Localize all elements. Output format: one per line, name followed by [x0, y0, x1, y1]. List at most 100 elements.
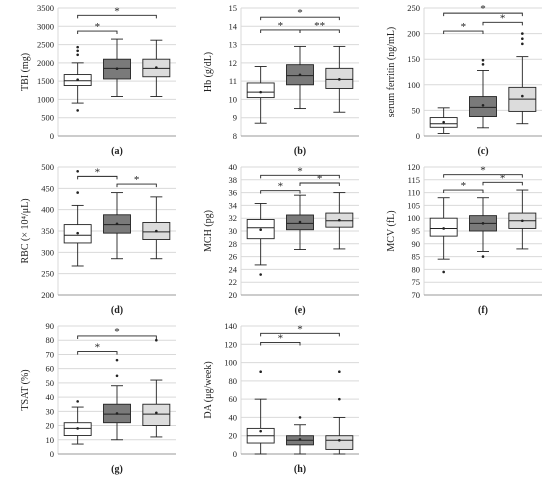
significance-label: *: [95, 166, 101, 178]
y-axis-label: TBI (mg): [20, 53, 31, 91]
box-plot: [429, 107, 458, 134]
mean-marker: [298, 220, 302, 224]
y-tick-label: 1000: [37, 94, 54, 104]
y-tick-label: 10: [46, 435, 55, 445]
bracket-line: [482, 181, 523, 186]
box-plot: [103, 38, 131, 97]
y-tick-label: 30: [46, 406, 55, 416]
box-plot: [286, 194, 314, 251]
bracket-line: [260, 332, 340, 337]
significance-bracket: *: [260, 7, 340, 21]
box-plot: [142, 196, 171, 260]
outlier-point: [481, 58, 485, 62]
significance-bracket: *: [260, 323, 340, 337]
y-axis-label: MCV (fL): [386, 210, 397, 251]
y-tick-label: 90: [412, 239, 421, 249]
y-tick-label: 200: [407, 29, 420, 39]
y-tick-label: 250: [41, 269, 54, 279]
significance-label: *: [134, 174, 140, 186]
chart-panel: 8 9 10 11 12 13 14 15 Hb (g/dL) * ** * (b): [183, 0, 366, 159]
significance-label: *: [278, 20, 284, 32]
bracket-line: [299, 29, 340, 33]
y-tick-label: 90: [46, 321, 55, 331]
y-tick-label: 75: [412, 277, 421, 287]
significance-label: *: [114, 326, 120, 338]
bracket-line: [260, 174, 340, 179]
y-tick-label: 60: [229, 394, 238, 404]
box-plot: [325, 45, 354, 113]
significance-bracket: *: [482, 12, 523, 26]
box-plot: [325, 370, 354, 455]
bracket-line: [260, 342, 301, 346]
significance-bracket: *: [482, 172, 523, 186]
y-tick-label: 50: [412, 105, 421, 115]
mean-marker: [76, 427, 79, 430]
significance-bracket: *: [443, 21, 484, 35]
outlier-point: [76, 169, 79, 173]
mean-marker: [259, 228, 262, 232]
y-tick-label: 80: [412, 264, 421, 274]
y-tick-label: 34: [229, 200, 238, 210]
bracket-line: [260, 16, 340, 21]
significance-label: *: [278, 332, 284, 344]
y-tick-label: 0: [50, 449, 54, 459]
chart-svg: 0 20 40 60 80 100 120 140 DA (μg/week) * * (h): [203, 321, 359, 475]
significance-label: *: [297, 7, 303, 19]
mean-marker: [338, 218, 341, 222]
box-plot: [469, 197, 497, 258]
y-tick-label: 8: [233, 131, 237, 141]
y-tick-label: 140: [224, 321, 237, 331]
significance-label: *: [500, 172, 506, 184]
outlier-point: [115, 374, 119, 378]
y-axis-label: MCH (pg): [203, 210, 214, 252]
mean-marker: [442, 227, 445, 230]
outlier-point: [76, 49, 79, 53]
y-tick-label: 10: [229, 94, 238, 104]
mean-marker: [115, 412, 119, 415]
y-tick-label: 13: [229, 40, 238, 50]
y-tick-label: 22: [229, 277, 238, 287]
significance-label: *: [95, 342, 101, 354]
panel-label: (e): [294, 305, 305, 316]
outlier-point: [259, 273, 262, 276]
significance-bracket: *: [260, 332, 301, 346]
bracket-line: [443, 189, 484, 194]
y-tick-label: 20: [229, 290, 238, 300]
box-plot: [429, 197, 458, 274]
y-tick-label: 100: [407, 213, 420, 223]
significance-bracket: *: [443, 165, 523, 178]
y-tick-label: 450: [41, 183, 54, 193]
bracket-line: [299, 182, 340, 186]
significance-label: **: [314, 20, 325, 32]
mean-marker: [115, 67, 119, 71]
y-tick-label: 0: [50, 131, 54, 141]
y-axis-label: TSAT (%): [20, 369, 31, 410]
significance-label: *: [500, 12, 506, 24]
mean-marker: [298, 73, 302, 77]
y-tick-label: 95: [412, 226, 421, 236]
panel-label: (f): [478, 305, 488, 316]
outlier-point: [76, 400, 79, 403]
mean-marker: [338, 438, 341, 442]
panel-label: (d): [111, 305, 123, 316]
y-tick-label: 26: [229, 252, 238, 262]
chart-panel: 70 75 80 85 90 95 100 105 110 115 120 MCV (fL) * * * (f…: [366, 159, 549, 318]
mean-marker: [259, 429, 262, 433]
y-tick-label: 500: [41, 162, 54, 172]
chart-svg: 70 75 80 85 90 95 100 105 110 115 120 MCV (fL) * * * (f…: [386, 162, 542, 316]
y-tick-label: 3500: [37, 3, 54, 13]
mean-marker: [442, 120, 445, 124]
significance-label: *: [480, 165, 486, 177]
significance-bracket: *: [299, 173, 340, 186]
outlier-point: [521, 42, 524, 46]
box-iqr: [246, 82, 275, 99]
y-tick-label: 0: [233, 449, 237, 459]
y-tick-label: 200: [41, 290, 54, 300]
outlier-point: [481, 255, 485, 258]
bracket-line: [260, 190, 301, 194]
y-tick-label: 40: [46, 392, 55, 402]
y-tick-label: 120: [407, 162, 420, 172]
y-tick-label: 100: [407, 80, 420, 90]
significance-label: *: [114, 5, 120, 17]
mean-marker: [338, 78, 341, 81]
